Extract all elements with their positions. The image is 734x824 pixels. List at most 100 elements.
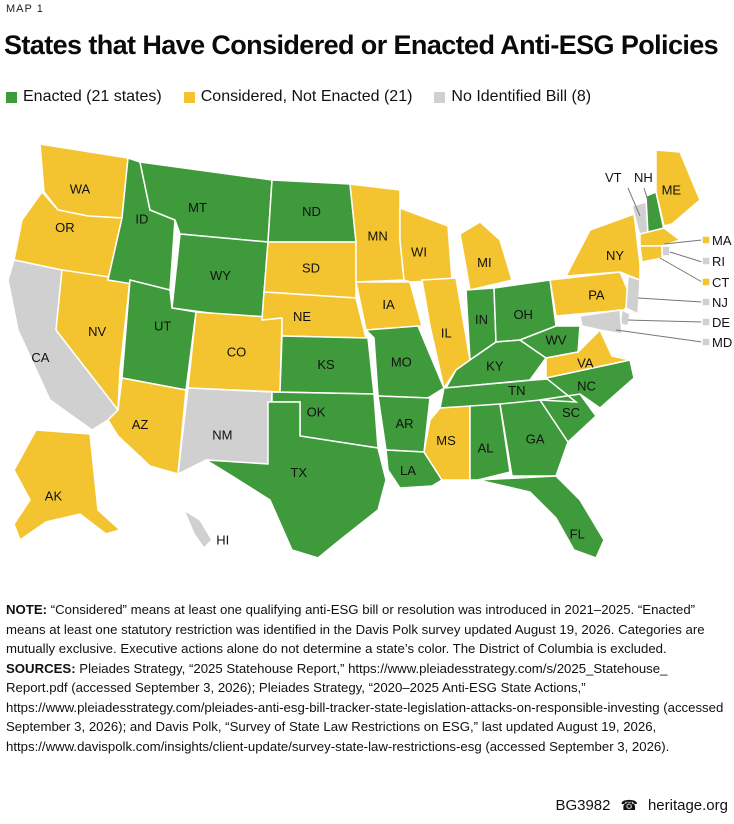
state-ME xyxy=(655,149,701,227)
state-label-SD: SD xyxy=(302,261,320,276)
state-label-WI: WI xyxy=(411,245,427,260)
state-RI xyxy=(661,245,671,257)
state-NJ xyxy=(625,274,641,316)
state-label-NV: NV xyxy=(88,324,106,339)
us-map: WA OR CA NV ID MT WY UT AZ CO NM ND SD NE KS OK TX MN IA MO… xyxy=(7,143,732,559)
state-TX xyxy=(205,401,387,559)
legend-none: No Identified Bill (8) xyxy=(434,88,591,106)
legend-label-considered: Considered, Not Enacted (21) xyxy=(200,88,413,105)
state-label-AZ: AZ xyxy=(132,417,149,432)
footer-site: heritage.org xyxy=(647,797,728,814)
state-label-ND: ND xyxy=(302,204,321,219)
state-label-MI: MI xyxy=(477,255,491,270)
legend-considered: Considered, Not Enacted (21) xyxy=(183,88,413,106)
sources-paragraph: SOURCES: Pleiades Strategy, “2025 Stateh… xyxy=(6,659,728,757)
state-label-KY: KY xyxy=(486,359,504,374)
callout-label-DE: DE xyxy=(712,315,730,330)
state-label-TN: TN xyxy=(508,383,525,398)
state-label-LA: LA xyxy=(400,463,416,478)
callout-label-VT: VT xyxy=(605,170,622,185)
state-label-TX: TX xyxy=(290,465,307,480)
state-label-WA: WA xyxy=(70,182,91,197)
state-NC xyxy=(539,359,635,409)
callout-group: VT NH MA RI CT NJ DE MD xyxy=(605,170,732,350)
state-VA xyxy=(545,328,631,379)
callout-swatch-RI xyxy=(701,256,711,266)
state-label-SC: SC xyxy=(562,405,580,420)
state-label-NC: NC xyxy=(577,379,596,394)
state-label-AK: AK xyxy=(45,489,63,504)
state-label-CO: CO xyxy=(227,345,247,360)
map-title: States that Have Considered or Enacted A… xyxy=(4,30,719,60)
state-label-ID: ID xyxy=(135,212,148,227)
callout-label-RI: RI xyxy=(712,254,725,269)
state-label-OR: OR xyxy=(55,220,75,235)
state-label-ME: ME xyxy=(662,183,682,198)
sources-text: Pleiades Strategy, “2025 Statehouse Repo… xyxy=(6,660,724,754)
state-AK xyxy=(13,429,122,542)
footer-code: BG3982 xyxy=(555,797,611,814)
state-label-VA: VA xyxy=(577,356,594,371)
state-label-OK: OK xyxy=(307,404,326,419)
state-label-GA: GA xyxy=(526,432,545,447)
state-WV xyxy=(518,325,581,359)
state-label-HI: HI xyxy=(216,532,229,547)
callout-label-MD: MD xyxy=(712,335,732,350)
legend-enacted: Enacted (21 states) xyxy=(6,88,162,106)
state-label-PA: PA xyxy=(588,288,605,303)
legend-swatch-enacted xyxy=(6,91,17,103)
callout-swatch-DE xyxy=(701,317,711,327)
state-shapes xyxy=(7,143,701,559)
state-label-NM: NM xyxy=(212,428,232,443)
phone-icon: ☎ xyxy=(620,797,638,813)
state-MI xyxy=(459,221,513,291)
state-HI xyxy=(182,508,213,550)
state-label-AR: AR xyxy=(395,416,413,431)
map-kicker: MAP 1 xyxy=(6,3,44,15)
legend-label-enacted: Enacted (21 states) xyxy=(23,88,162,105)
legend: Enacted (21 states) Considered, Not Enac… xyxy=(6,88,591,106)
callout-swatch-MD xyxy=(701,337,711,347)
state-label-MO: MO xyxy=(391,355,412,370)
sources-label: SOURCES: xyxy=(6,660,76,676)
legend-swatch-none xyxy=(434,91,446,103)
state-label-MS: MS xyxy=(436,433,456,448)
state-label-WV: WV xyxy=(546,332,567,347)
state-label-IL: IL xyxy=(441,326,452,341)
state-NY xyxy=(564,212,641,282)
state-label-CA: CA xyxy=(31,350,49,365)
state-label-WY: WY xyxy=(210,268,231,283)
state-label-MT: MT xyxy=(188,200,207,215)
note-label: NOTE: xyxy=(6,602,48,617)
state-label-IA: IA xyxy=(382,297,395,312)
state-AL xyxy=(469,403,511,481)
state-AZ xyxy=(107,377,187,475)
state-label-OH: OH xyxy=(513,307,533,322)
state-label-KS: KS xyxy=(317,357,335,372)
state-label-UT: UT xyxy=(154,318,171,333)
callout-swatch-CT xyxy=(701,277,711,287)
state-label-IN: IN xyxy=(475,312,488,327)
callout-label-NH: NH xyxy=(634,170,653,185)
state-IA xyxy=(355,281,423,331)
state-GA xyxy=(499,399,569,477)
state-FL xyxy=(477,475,605,559)
state-MD xyxy=(579,309,623,335)
legend-swatch-considered xyxy=(183,91,195,103)
state-label-MN: MN xyxy=(368,228,388,243)
state-label-FL: FL xyxy=(570,526,585,541)
callout-label-MA: MA xyxy=(712,233,732,248)
state-CT xyxy=(639,245,663,263)
legend-label-none: No Identified Bill (8) xyxy=(451,88,592,105)
state-labels: WA OR CA NV ID MT WY UT AZ CO NM ND SD NE KS OK TX MN IA MO… xyxy=(31,182,681,548)
note-paragraph: NOTE: “Considered” means at least one qu… xyxy=(6,600,728,659)
note-text: “Considered” means at least one qualifyi… xyxy=(6,602,705,656)
callout-swatch-NJ xyxy=(701,297,711,307)
callout-label-NJ: NJ xyxy=(712,295,728,310)
state-label-NE: NE xyxy=(293,309,311,324)
state-label-NY: NY xyxy=(606,248,624,263)
footer: BG3982 ☎ heritage.org xyxy=(555,797,728,814)
callout-label-CT: CT xyxy=(712,275,729,290)
state-WI xyxy=(399,206,453,283)
notes-block: NOTE: “Considered” means at least one qu… xyxy=(6,600,728,756)
